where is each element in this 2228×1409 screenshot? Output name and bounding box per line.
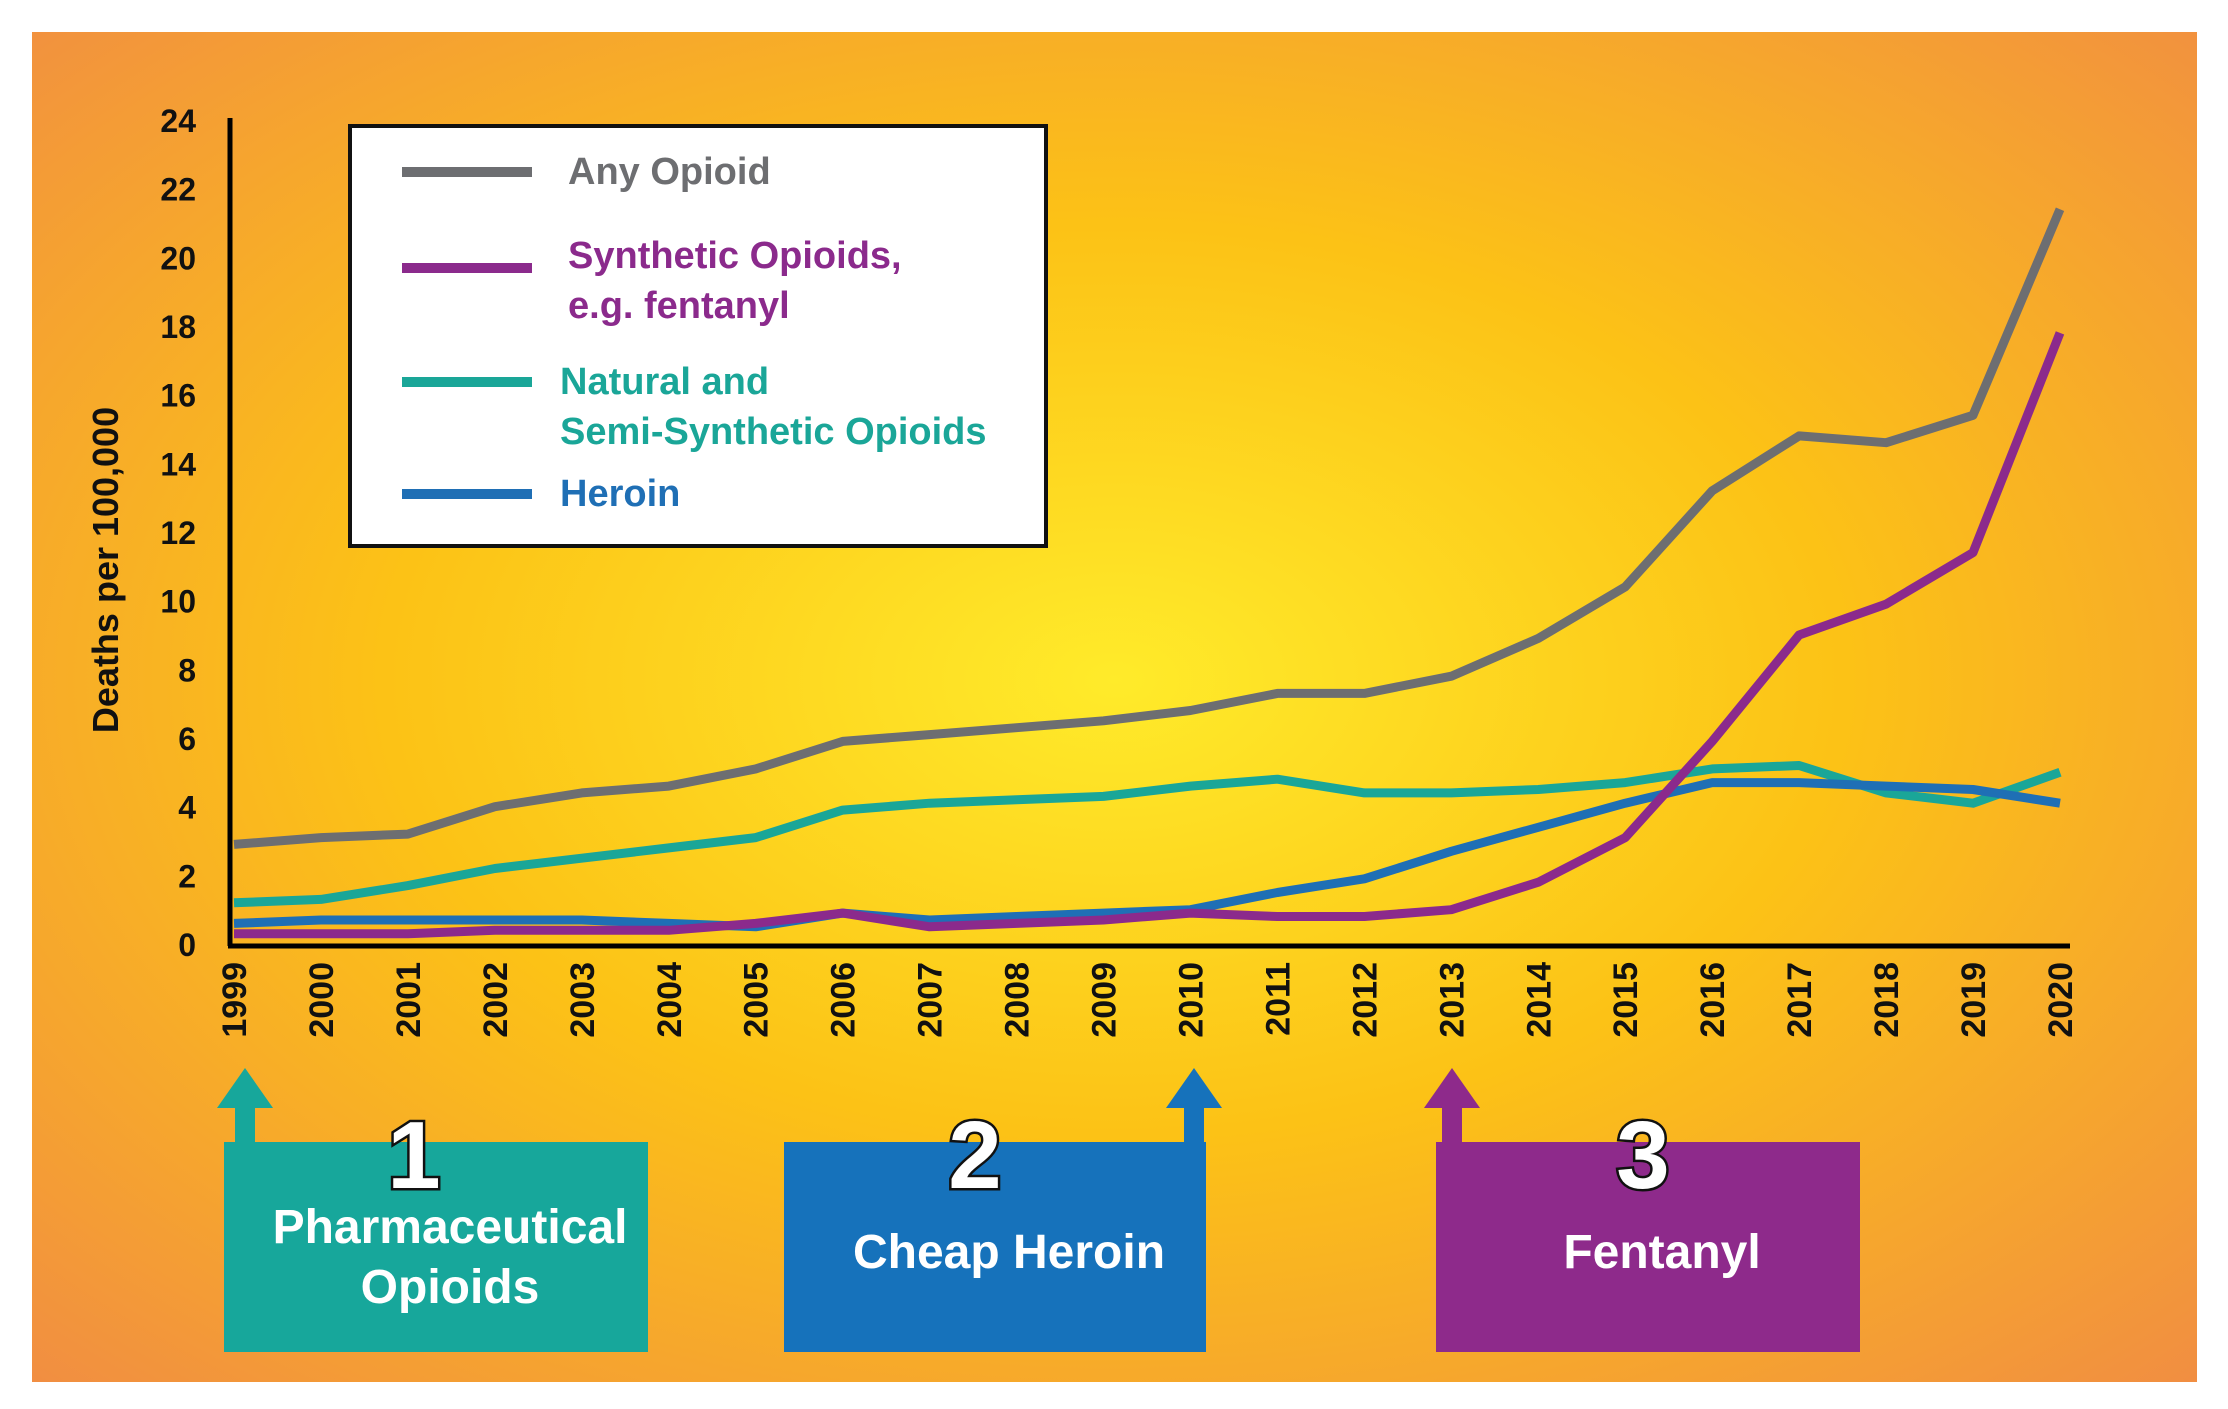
x-tick-label: 2020 xyxy=(2042,962,2080,1038)
annotation-label: Pharmaceutical xyxy=(273,1201,628,1254)
y-tick-label: 10 xyxy=(160,584,196,620)
annotation-label: Opioids xyxy=(361,1261,540,1314)
annotation-arrow-head xyxy=(1424,1068,1480,1108)
annotation-box xyxy=(784,1142,1206,1352)
annotation-number: 1 xyxy=(387,1102,440,1209)
x-tick-label: 2019 xyxy=(1955,962,1993,1038)
legend: Any Opioid Synthetic Opioids, e.g. fentany… xyxy=(348,124,1048,548)
y-tick-label: 16 xyxy=(160,378,196,414)
legend-label: e.g. fentanyl xyxy=(568,285,790,327)
x-tick-label: 2018 xyxy=(1868,962,1906,1038)
x-tick-label: 2004 xyxy=(651,962,689,1038)
series-line-1 xyxy=(233,207,2065,849)
annotation-number: 3 xyxy=(1616,1102,1669,1209)
annotation-arrow-shaft xyxy=(1184,1106,1204,1144)
y-tick-label: 20 xyxy=(160,240,196,276)
x-tick-label: 2009 xyxy=(1086,962,1124,1038)
x-tick-label: 2003 xyxy=(564,962,602,1038)
annotation-arrow-head xyxy=(1166,1068,1222,1108)
y-tick-label: 12 xyxy=(160,515,196,551)
y-tick-label: 8 xyxy=(178,652,196,688)
y-tick-label: 2 xyxy=(178,858,196,894)
x-tick-label: 2002 xyxy=(477,962,515,1038)
x-tick-label: 2014 xyxy=(1520,962,1558,1038)
legend-label: Any Opioid xyxy=(568,151,771,193)
x-tick-label: 2000 xyxy=(303,962,341,1038)
legend-box xyxy=(348,124,1048,548)
legend-label: Natural and xyxy=(560,361,769,403)
series-line-2 xyxy=(234,331,2065,939)
annotation-arrow-shaft xyxy=(235,1106,255,1144)
y-tick-label: 22 xyxy=(160,172,196,208)
annotation-label: Fentanyl xyxy=(1563,1226,1760,1279)
x-tick-label: 2010 xyxy=(1172,962,1210,1038)
x-tick-label: 2008 xyxy=(999,962,1037,1038)
x-tick-label: 2006 xyxy=(825,962,863,1038)
x-tick-label: 2012 xyxy=(1346,962,1384,1038)
series-lines xyxy=(233,207,2065,939)
legend-label: Semi-Synthetic Opioids xyxy=(560,411,987,453)
x-tick-label: 1999 xyxy=(216,962,254,1038)
x-tick-label: 2013 xyxy=(1433,962,1471,1038)
annotation-box xyxy=(224,1142,648,1352)
legend-label: Heroin xyxy=(560,473,680,515)
x-tick-label: 2017 xyxy=(1781,962,1819,1038)
x-tick-label: 2016 xyxy=(1694,962,1732,1038)
x-tick-label: 2011 xyxy=(1259,962,1297,1036)
y-tick-label: 4 xyxy=(178,790,196,826)
series-line-3 xyxy=(233,761,2062,908)
x-tick-label: 2007 xyxy=(912,962,950,1038)
series-line-4 xyxy=(233,778,2061,932)
y-tick-label: 6 xyxy=(178,721,196,757)
y-tick-label: 0 xyxy=(178,927,196,963)
legend-label: Synthetic Opioids, xyxy=(568,235,902,277)
y-tick-label: 18 xyxy=(160,309,196,345)
y-tick-label: 14 xyxy=(160,446,196,482)
annotation-arrow-shaft xyxy=(1442,1106,1462,1144)
annotation-box xyxy=(1436,1142,1860,1352)
y-axis-label: Deaths per 100,000 xyxy=(85,407,126,733)
annotation-number: 2 xyxy=(948,1102,1001,1209)
annotation-arrow-head xyxy=(217,1068,273,1108)
annotation-label: Cheap Heroin xyxy=(853,1226,1165,1279)
x-tick-label: 2005 xyxy=(738,962,776,1038)
y-tick-label: 24 xyxy=(160,103,196,139)
x-tick-label: 2015 xyxy=(1607,962,1645,1038)
x-tick-label: 2001 xyxy=(390,962,428,1038)
